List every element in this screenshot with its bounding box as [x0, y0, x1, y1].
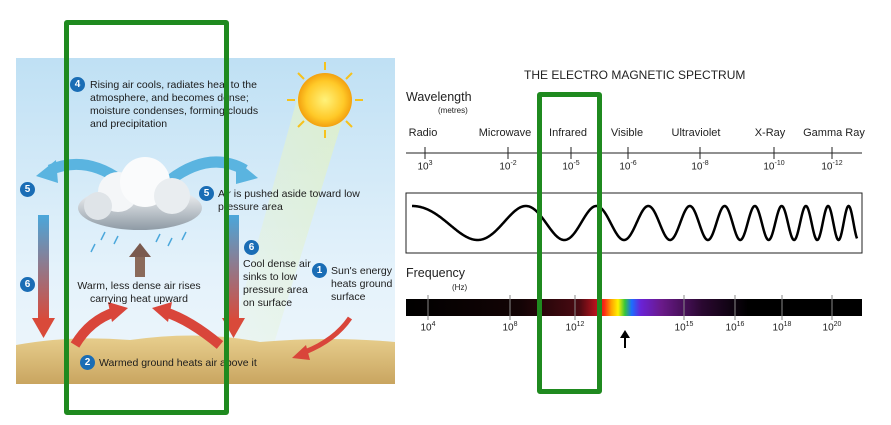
warm-air-arrowhead-right	[152, 302, 172, 322]
cool-air-arrowhead-left	[36, 160, 58, 183]
sunlight-beam	[228, 88, 345, 350]
wavelength-tick-label-6-base: 10	[821, 161, 833, 173]
wavelength-tick-label-2-base: 10	[562, 161, 574, 173]
wavelength-tick-label-1-exponent: -2	[510, 160, 517, 167]
frequency-tick-label-2: 1012	[566, 321, 585, 333]
sun-icon	[287, 62, 363, 138]
frequency-tick-label-6-exponent: 20	[833, 321, 842, 328]
frequency-tick-label-6-base: 10	[822, 322, 834, 334]
frequency-label: Frequency	[406, 266, 466, 280]
wave-box	[405, 192, 863, 254]
wavelength-tick-label-3-base: 10	[619, 161, 631, 173]
sinking-air-arrowhead-left	[32, 318, 55, 338]
wavelength-tick-label-4-exponent: -8	[702, 160, 709, 167]
wavelength-tick-label-0-exponent: 3	[428, 160, 433, 167]
warm-air-arrowhead-left	[108, 302, 128, 322]
frequency-tick-label-3-exponent: 15	[685, 321, 694, 328]
band-label-visible: Visible	[610, 127, 644, 139]
sun-energy-arrowhead	[292, 345, 310, 360]
cloud-icon	[78, 157, 202, 230]
frequency-tick-label-0-exponent: 4	[431, 321, 436, 328]
step-6-right-badge: 6	[244, 240, 259, 255]
frequency-tick-label-4-exponent: 16	[736, 321, 745, 328]
wavelength-tick-label-3: 10-6	[619, 160, 636, 172]
step-6-right-text: Cool dense air sinks to low pressure are…	[243, 258, 311, 309]
wavelength-tick-label-2: 10-5	[562, 160, 579, 172]
step-5-right-text: Air is pushed aside toward low pressure …	[218, 188, 360, 213]
tick-marks	[424, 147, 833, 320]
wave-curve	[412, 204, 859, 242]
band-label-x-ray: X-Ray	[754, 127, 786, 139]
rain-drops	[90, 231, 187, 253]
spectrum-title: THE ELECTRO MAGNETIC SPECTRUM	[524, 68, 746, 82]
band-label-radio: Radio	[408, 127, 438, 139]
wavelength-tick-label-4: 10-8	[691, 160, 708, 172]
frequency-tick-label-2-base: 10	[565, 322, 577, 334]
sun-energy-arrow	[304, 316, 353, 355]
band-label-ultraviolet: Ultraviolet	[671, 127, 721, 139]
wavelength-tick-label-1: 10-2	[499, 160, 516, 172]
frequency-tick-label-2-exponent: 12	[576, 321, 585, 328]
band-label-infrared: Infrared	[549, 127, 587, 139]
wavelength-tick-label-6-exponent: -12	[832, 160, 843, 167]
step-5-right-badge: 5	[199, 186, 214, 201]
wavelength-tick-label-0: 103	[417, 160, 432, 172]
frequency-tick-label-5-base: 10	[772, 322, 784, 334]
step-2-badge: 2	[80, 355, 95, 370]
wavelength-tick-label-4-base: 10	[691, 161, 703, 173]
frequency-tick-label-6: 1020	[823, 321, 842, 333]
step-6-left-badge: 6	[20, 277, 35, 292]
step-5-left-badge: 5	[20, 182, 35, 197]
frequency-tick-label-1-exponent: 8	[513, 321, 518, 328]
wavelength-unit: (metres)	[438, 106, 468, 115]
band-label-microwave: Microwave	[478, 127, 532, 139]
step-4-text: Rising air cools, radiates heat to the a…	[90, 79, 259, 130]
wavelength-tick-label-5-exponent: -10	[774, 160, 785, 167]
frequency-tick-label-3-base: 10	[674, 322, 686, 334]
frequency-tick-label-1: 108	[502, 321, 517, 333]
frequency-tick-label-5: 1018	[773, 321, 792, 333]
wavelength-tick-label-6: 10-12	[821, 160, 842, 172]
frequency-tick-label-0-base: 10	[420, 322, 432, 334]
step-2-text: Warmed ground heats air above it	[99, 357, 257, 369]
ground	[16, 335, 395, 384]
frequency-tick-label-5-exponent: 18	[783, 321, 792, 328]
step-4-badge: 4	[70, 77, 85, 92]
wavelength-tick-label-5: 10-10	[763, 160, 784, 172]
band-label-gamma-ray: Gamma Ray	[803, 127, 865, 139]
frequency-tick-label-0: 104	[420, 321, 435, 333]
rising-air-shaft	[135, 255, 145, 277]
rising-air-arrowhead	[129, 243, 151, 257]
visible-light-arrow-icon	[620, 330, 630, 348]
cool-air-arrowhead-right	[236, 160, 258, 184]
sinking-air-column-left	[38, 215, 49, 320]
frequency-tick-label-1-base: 10	[502, 322, 514, 334]
step-1-badge: 1	[312, 263, 327, 278]
wavelength-tick-label-3-exponent: -6	[630, 160, 637, 167]
step-1-text: Sun's energy heats ground surface	[331, 265, 393, 303]
warm-air-arrow-right	[163, 307, 224, 349]
highlight-box-left	[64, 20, 229, 415]
frequency-tick-label-4-base: 10	[725, 322, 737, 334]
frequency-tick-label-3: 1015	[675, 321, 694, 333]
wavelength-tick-label-0-base: 10	[417, 161, 429, 173]
frequency-bar	[406, 299, 862, 316]
wavelength-tick-label-2-exponent: -5	[573, 160, 580, 167]
frequency-unit: (Hz)	[452, 283, 468, 292]
wavelength-tick-label-1-base: 10	[499, 161, 511, 173]
sinking-air-column-right	[228, 215, 239, 320]
highlight-box-right	[537, 92, 602, 394]
frequency-tick-label-4: 1016	[726, 321, 745, 333]
wavelength-tick-label-5-base: 10	[763, 161, 775, 173]
wavelength-label: Wavelength	[406, 90, 472, 104]
rising-air-text: Warm, less dense air rises carrying heat…	[77, 280, 201, 305]
